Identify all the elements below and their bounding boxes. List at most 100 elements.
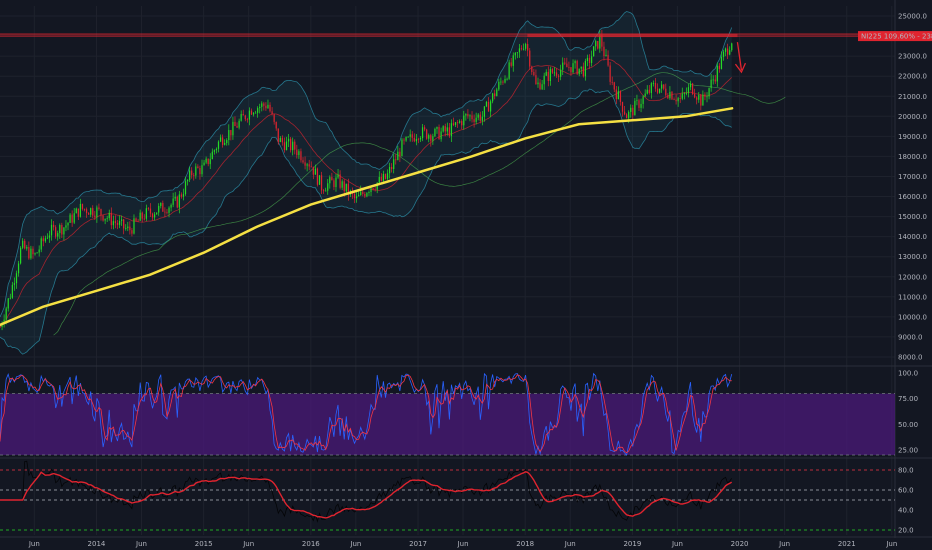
candle-body — [88, 213, 90, 215]
candle-body — [694, 94, 696, 98]
candle-body — [722, 51, 725, 57]
candle-body — [708, 88, 710, 97]
candle-body — [489, 101, 492, 112]
candle-body — [564, 62, 566, 64]
price-tick-label: 19000.0 — [898, 133, 927, 141]
candle-body — [626, 114, 628, 119]
candle-body — [475, 117, 477, 122]
candle-body — [343, 181, 345, 192]
candle-body — [595, 41, 597, 47]
candle-body — [15, 273, 18, 284]
time-tick-label: 2014 — [88, 540, 106, 548]
candle-body — [329, 177, 331, 184]
candle-body — [174, 196, 176, 199]
candle-body — [137, 220, 139, 222]
candle-body — [114, 221, 117, 223]
candle-body — [199, 167, 201, 175]
candle-body — [300, 151, 302, 161]
candle-body — [691, 83, 694, 95]
candle-body — [156, 212, 158, 215]
candle-body — [609, 65, 611, 82]
candle-body — [727, 48, 729, 55]
candle-body — [537, 82, 539, 85]
candle-body — [611, 81, 613, 83]
candle-body — [125, 228, 127, 229]
candle-body — [632, 107, 634, 116]
candle-body — [438, 127, 440, 140]
candle-body — [663, 84, 665, 89]
candle-body — [619, 91, 622, 102]
candle-body — [492, 93, 494, 102]
candle-body — [158, 205, 160, 213]
candle-body — [228, 130, 230, 141]
candle-body — [656, 88, 659, 93]
time-tick-label: 2019 — [623, 540, 641, 548]
candle-body — [364, 193, 366, 197]
candle-body — [38, 249, 40, 253]
candle-body — [36, 252, 38, 254]
candle-body — [576, 61, 578, 75]
candle-body — [508, 62, 510, 79]
candle-body — [178, 194, 180, 208]
candle-body — [207, 158, 209, 165]
candle-body — [675, 99, 677, 102]
candle-body — [440, 131, 442, 140]
candle-body — [162, 202, 164, 212]
candle-body — [700, 95, 702, 106]
candle-body — [232, 121, 234, 136]
stochastic-band — [0, 393, 895, 455]
time-tick-label: Jun — [885, 540, 897, 548]
stochastic-tick-label: 75.00 — [898, 395, 918, 403]
candle-body — [617, 91, 619, 100]
candle-body — [236, 126, 238, 128]
stochastic-tick-label: 50.00 — [898, 421, 918, 429]
candle-body — [28, 247, 30, 259]
candle-body — [718, 65, 720, 69]
candle-body — [407, 136, 409, 138]
candle-body — [314, 168, 316, 175]
resistance-zone — [527, 33, 738, 38]
candle-body — [257, 108, 259, 113]
candle-body — [516, 52, 518, 54]
candle-body — [92, 208, 94, 216]
candle-body — [129, 226, 131, 231]
candle-body — [399, 151, 401, 157]
candle-body — [661, 84, 663, 89]
time-tick-label: 2016 — [302, 540, 320, 548]
candle-body — [298, 151, 300, 156]
candle-body — [391, 167, 393, 170]
candle-body — [456, 122, 459, 123]
symbol-label: NI225 109.60% - 23864.9 — [858, 31, 932, 42]
candle-body — [0, 326, 1, 328]
candle-body — [638, 100, 640, 108]
candle-body — [182, 194, 185, 197]
candle-body — [67, 222, 69, 226]
candle-body — [642, 96, 644, 104]
candle-body — [539, 82, 541, 90]
time-tick-label: Jun — [349, 540, 361, 548]
candle-body — [353, 193, 356, 199]
price-tick-label: 20000.0 — [898, 113, 927, 121]
candle-body — [294, 141, 296, 150]
candle-body — [409, 134, 411, 137]
time-tick-label: Jun — [135, 540, 147, 548]
candle-body — [213, 150, 215, 152]
price-tick-label: 16000.0 — [898, 193, 927, 201]
candle-body — [337, 174, 339, 178]
candle-body — [230, 130, 232, 136]
candle-body — [401, 139, 403, 157]
annotations — [0, 33, 895, 74]
stochastic-tick-label: 100.0 — [898, 370, 918, 378]
candles — [0, 29, 733, 331]
candle-body — [322, 190, 325, 192]
candle-body — [413, 137, 415, 142]
candle-body — [149, 208, 152, 214]
candle-body — [120, 219, 123, 221]
candle-body — [135, 218, 137, 221]
price-tick-label: 8000.0 — [898, 353, 923, 361]
symbol-label-text: NI225 109.60% - 23864.9 — [861, 33, 932, 41]
candle-body — [584, 60, 587, 77]
candle-body — [650, 83, 652, 93]
candle-body — [388, 167, 391, 174]
